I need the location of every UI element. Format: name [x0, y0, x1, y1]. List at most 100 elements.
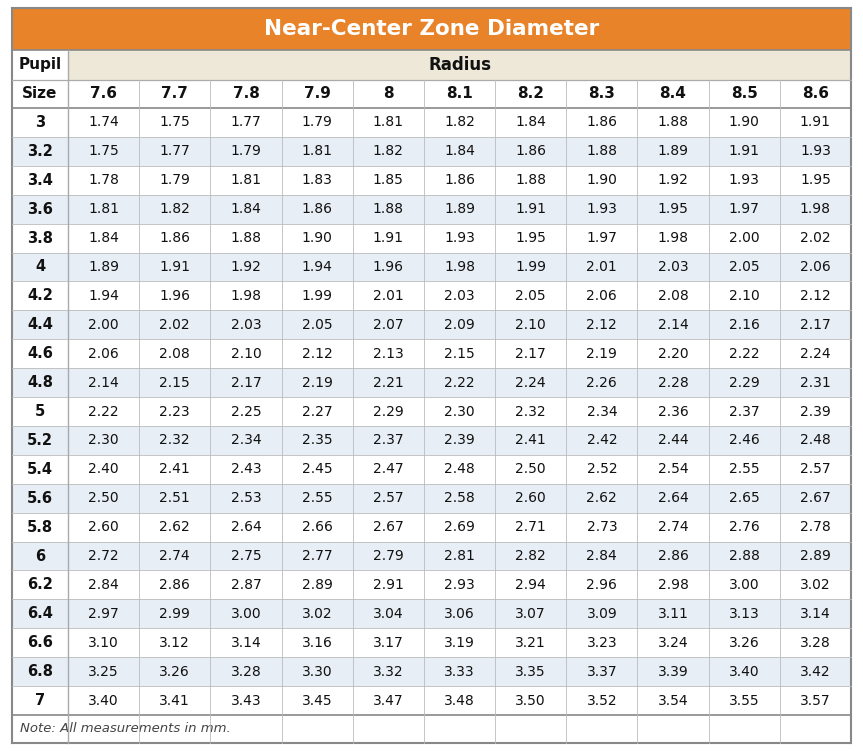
Text: 2.88: 2.88: [728, 549, 759, 563]
Text: 2.75: 2.75: [230, 549, 261, 563]
Text: 7.8: 7.8: [232, 86, 260, 101]
Text: 1.95: 1.95: [515, 231, 546, 245]
Text: 3.23: 3.23: [587, 636, 617, 650]
Text: 2.01: 2.01: [373, 289, 404, 303]
Text: 2.05: 2.05: [302, 318, 332, 332]
Text: 2.62: 2.62: [160, 520, 190, 534]
Text: 2.06: 2.06: [587, 289, 617, 303]
Text: 2.43: 2.43: [230, 463, 261, 476]
Text: 3.48: 3.48: [444, 693, 475, 707]
Text: 8.1: 8.1: [446, 86, 473, 101]
Text: 2.29: 2.29: [729, 376, 759, 390]
Text: 2.19: 2.19: [302, 376, 332, 390]
Text: 2.15: 2.15: [160, 376, 190, 390]
Text: 1.82: 1.82: [160, 202, 190, 216]
Text: 1.91: 1.91: [515, 202, 546, 216]
Text: 3.00: 3.00: [230, 607, 261, 621]
Text: 2.08: 2.08: [658, 289, 689, 303]
Text: 2.01: 2.01: [587, 260, 617, 274]
Text: 1.74: 1.74: [88, 116, 119, 129]
Text: 2.74: 2.74: [658, 520, 689, 534]
Bar: [68, 50, 851, 80]
Text: 2.97: 2.97: [88, 607, 119, 621]
Bar: [12, 8, 851, 50]
Bar: [12, 513, 851, 541]
Text: 2.57: 2.57: [800, 463, 831, 476]
Text: 1.90: 1.90: [587, 173, 617, 187]
Text: 1.86: 1.86: [160, 231, 190, 245]
Text: 2.34: 2.34: [587, 405, 617, 418]
Text: 2.79: 2.79: [373, 549, 404, 563]
Text: 6.6: 6.6: [27, 635, 53, 650]
Text: 2.52: 2.52: [587, 463, 617, 476]
Text: 2.94: 2.94: [515, 578, 546, 592]
Text: 2.30: 2.30: [88, 433, 119, 448]
Text: 2.22: 2.22: [729, 347, 759, 360]
Text: 3.06: 3.06: [444, 607, 475, 621]
Text: 2.36: 2.36: [658, 405, 689, 418]
Text: 3.14: 3.14: [800, 607, 831, 621]
Text: 2.08: 2.08: [160, 347, 190, 360]
Text: 3.47: 3.47: [373, 693, 404, 707]
Text: Radius: Radius: [428, 56, 491, 74]
Text: 1.91: 1.91: [160, 260, 190, 274]
Text: Near-Center Zone Diameter: Near-Center Zone Diameter: [264, 19, 599, 39]
Bar: [12, 339, 851, 368]
Text: 1.81: 1.81: [373, 116, 404, 129]
Text: 3.17: 3.17: [373, 636, 404, 650]
Text: 2.77: 2.77: [302, 549, 332, 563]
Bar: [12, 715, 851, 743]
Text: 2.45: 2.45: [302, 463, 332, 476]
Text: 2.47: 2.47: [373, 463, 404, 476]
Text: 2.58: 2.58: [444, 491, 475, 505]
Bar: [12, 397, 851, 426]
Text: 1.91: 1.91: [800, 116, 831, 129]
Text: 2.34: 2.34: [230, 433, 261, 448]
Text: 1.98: 1.98: [230, 289, 261, 303]
Text: 2.06: 2.06: [88, 347, 119, 360]
Text: 2.20: 2.20: [658, 347, 689, 360]
Text: 2.86: 2.86: [160, 578, 190, 592]
Text: 2.87: 2.87: [230, 578, 261, 592]
Text: 2.21: 2.21: [373, 376, 404, 390]
Text: 1.91: 1.91: [373, 231, 404, 245]
Text: 3.39: 3.39: [658, 665, 689, 679]
Text: 1.82: 1.82: [444, 116, 475, 129]
Bar: [12, 541, 851, 571]
Text: 1.81: 1.81: [302, 144, 332, 158]
Bar: [12, 137, 851, 166]
Text: 2.05: 2.05: [729, 260, 759, 274]
Text: 2.22: 2.22: [88, 405, 119, 418]
Text: 2.13: 2.13: [373, 347, 404, 360]
Text: 2.98: 2.98: [658, 578, 689, 592]
Bar: [12, 50, 68, 80]
Text: 1.86: 1.86: [444, 173, 475, 187]
Text: 2.16: 2.16: [728, 318, 759, 332]
Text: 2.46: 2.46: [729, 433, 759, 448]
Text: 1.82: 1.82: [373, 144, 404, 158]
Bar: [12, 426, 851, 455]
Text: 3.10: 3.10: [88, 636, 119, 650]
Text: 1.98: 1.98: [444, 260, 475, 274]
Text: 1.78: 1.78: [88, 173, 119, 187]
Bar: [12, 166, 851, 195]
Text: 2.50: 2.50: [515, 463, 546, 476]
Text: 2.17: 2.17: [230, 376, 261, 390]
Text: 2.67: 2.67: [373, 520, 404, 534]
Text: 2.55: 2.55: [302, 491, 332, 505]
Text: 2.57: 2.57: [373, 491, 404, 505]
Bar: [12, 571, 851, 599]
Text: 8.6: 8.6: [802, 86, 828, 101]
Bar: [12, 484, 851, 513]
Text: 2.05: 2.05: [515, 289, 546, 303]
Text: 2.12: 2.12: [587, 318, 617, 332]
Text: 2.32: 2.32: [515, 405, 546, 418]
Text: 2.64: 2.64: [658, 491, 689, 505]
Text: 1.89: 1.89: [88, 260, 119, 274]
Text: 1.94: 1.94: [88, 289, 119, 303]
Text: 2.76: 2.76: [729, 520, 759, 534]
Bar: [12, 629, 851, 657]
Text: 1.79: 1.79: [230, 144, 261, 158]
Text: 2.35: 2.35: [302, 433, 332, 448]
Text: 2.51: 2.51: [160, 491, 190, 505]
